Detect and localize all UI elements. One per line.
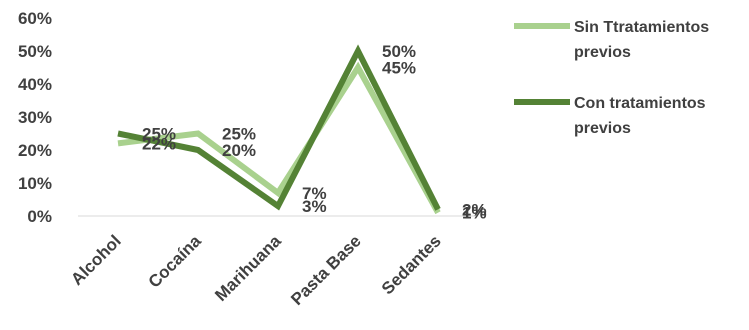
series-line-0 [117,61,441,215]
x-category-label: Cocaína [145,231,206,292]
data-label: 25% [222,125,256,144]
data-label: 7% [302,184,327,203]
x-category-label: Pasta Base [287,231,365,309]
legend: Sin Ttratamientos previos Con tratamientos… [514,19,709,137]
data-label: 3% [302,197,327,216]
data-label: 25% [142,125,176,144]
data-label: 2% [462,200,487,219]
y-axis-ticks: 0% 10% 20% 30% 40% 50% 60% [18,9,52,226]
legend-label: Con tratamientos previos [574,95,706,137]
x-category-label: Alcohol [67,231,125,289]
y-tick-label: 10% [18,174,52,193]
y-tick-label: 40% [18,75,52,94]
y-tick-label: 50% [18,42,52,61]
data-label: 50% [382,42,416,61]
y-tick-label: 60% [18,9,52,28]
data-label: 45% [382,59,416,78]
y-tick-label: 20% [18,141,52,160]
series-lines [117,44,441,215]
x-category-label: Sedantes [378,231,445,298]
data-label: 20% [222,141,256,160]
y-tick-label: 30% [18,108,52,127]
series-line-1 [117,44,441,211]
data-label: 22% [142,134,176,153]
data-labels: 22%25%7%45%1%25%20%3%50%2% [142,42,487,223]
data-label: 1% [462,204,487,223]
x-axis-categories: Alcohol Cocaína Marihuana Pasta Base Sedante… [67,231,445,309]
x-category-label: Marihuana [211,231,285,305]
y-tick-label: 0% [27,207,52,226]
legend-label: Sin Ttratamientos previos [574,19,709,61]
